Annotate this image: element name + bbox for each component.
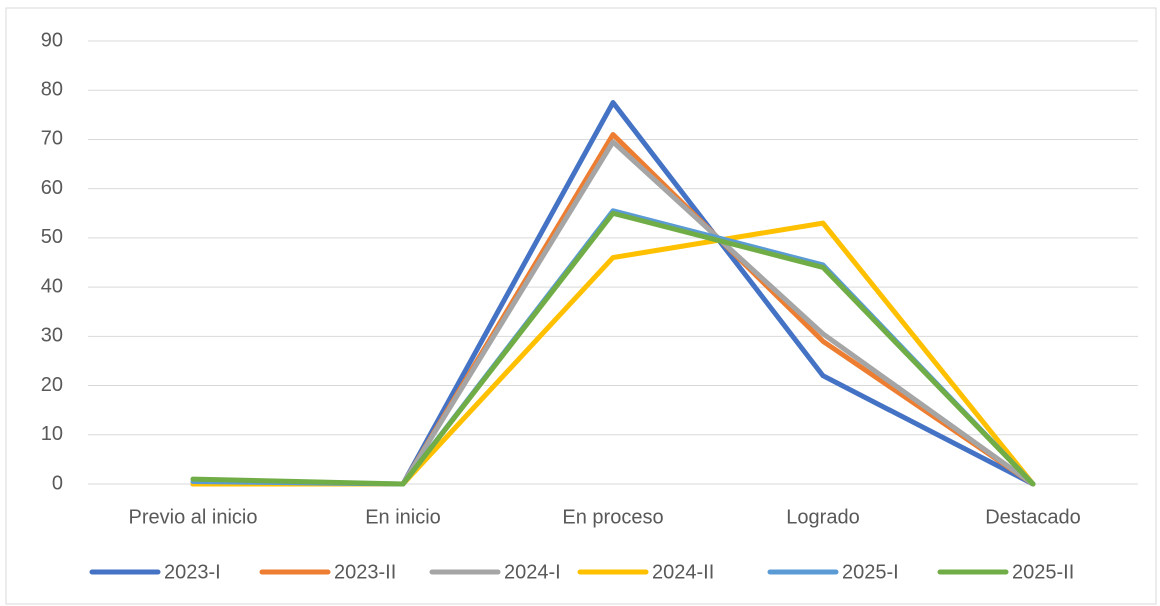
y-tick-label: 30 <box>41 325 63 347</box>
x-tick-label: Logrado <box>786 506 859 528</box>
y-tick-label: 60 <box>41 177 63 199</box>
y-tick-label: 0 <box>52 472 63 494</box>
y-tick-label: 50 <box>41 226 63 248</box>
y-tick-label: 40 <box>41 275 63 297</box>
y-tick-label: 20 <box>41 374 63 396</box>
y-tick-label: 80 <box>41 79 63 101</box>
legend-label: 2024-II <box>652 561 714 583</box>
x-tick-label: En proceso <box>562 506 663 528</box>
legend-label: 2023-II <box>334 561 396 583</box>
legend-label: 2025-I <box>842 561 899 583</box>
y-tick-label: 90 <box>41 29 63 51</box>
y-tick-label: 70 <box>41 128 63 150</box>
x-tick-label: Previo al inicio <box>129 506 258 528</box>
legend-label: 2023-I <box>164 561 221 583</box>
legend-label: 2024-I <box>504 561 561 583</box>
legend-label: 2025-II <box>1012 561 1074 583</box>
x-tick-label: Destacado <box>985 506 1081 528</box>
x-tick-label: En inicio <box>365 506 441 528</box>
y-tick-label: 10 <box>41 423 63 445</box>
series-line <box>190 210 1036 487</box>
chart-frame <box>5 7 1157 605</box>
